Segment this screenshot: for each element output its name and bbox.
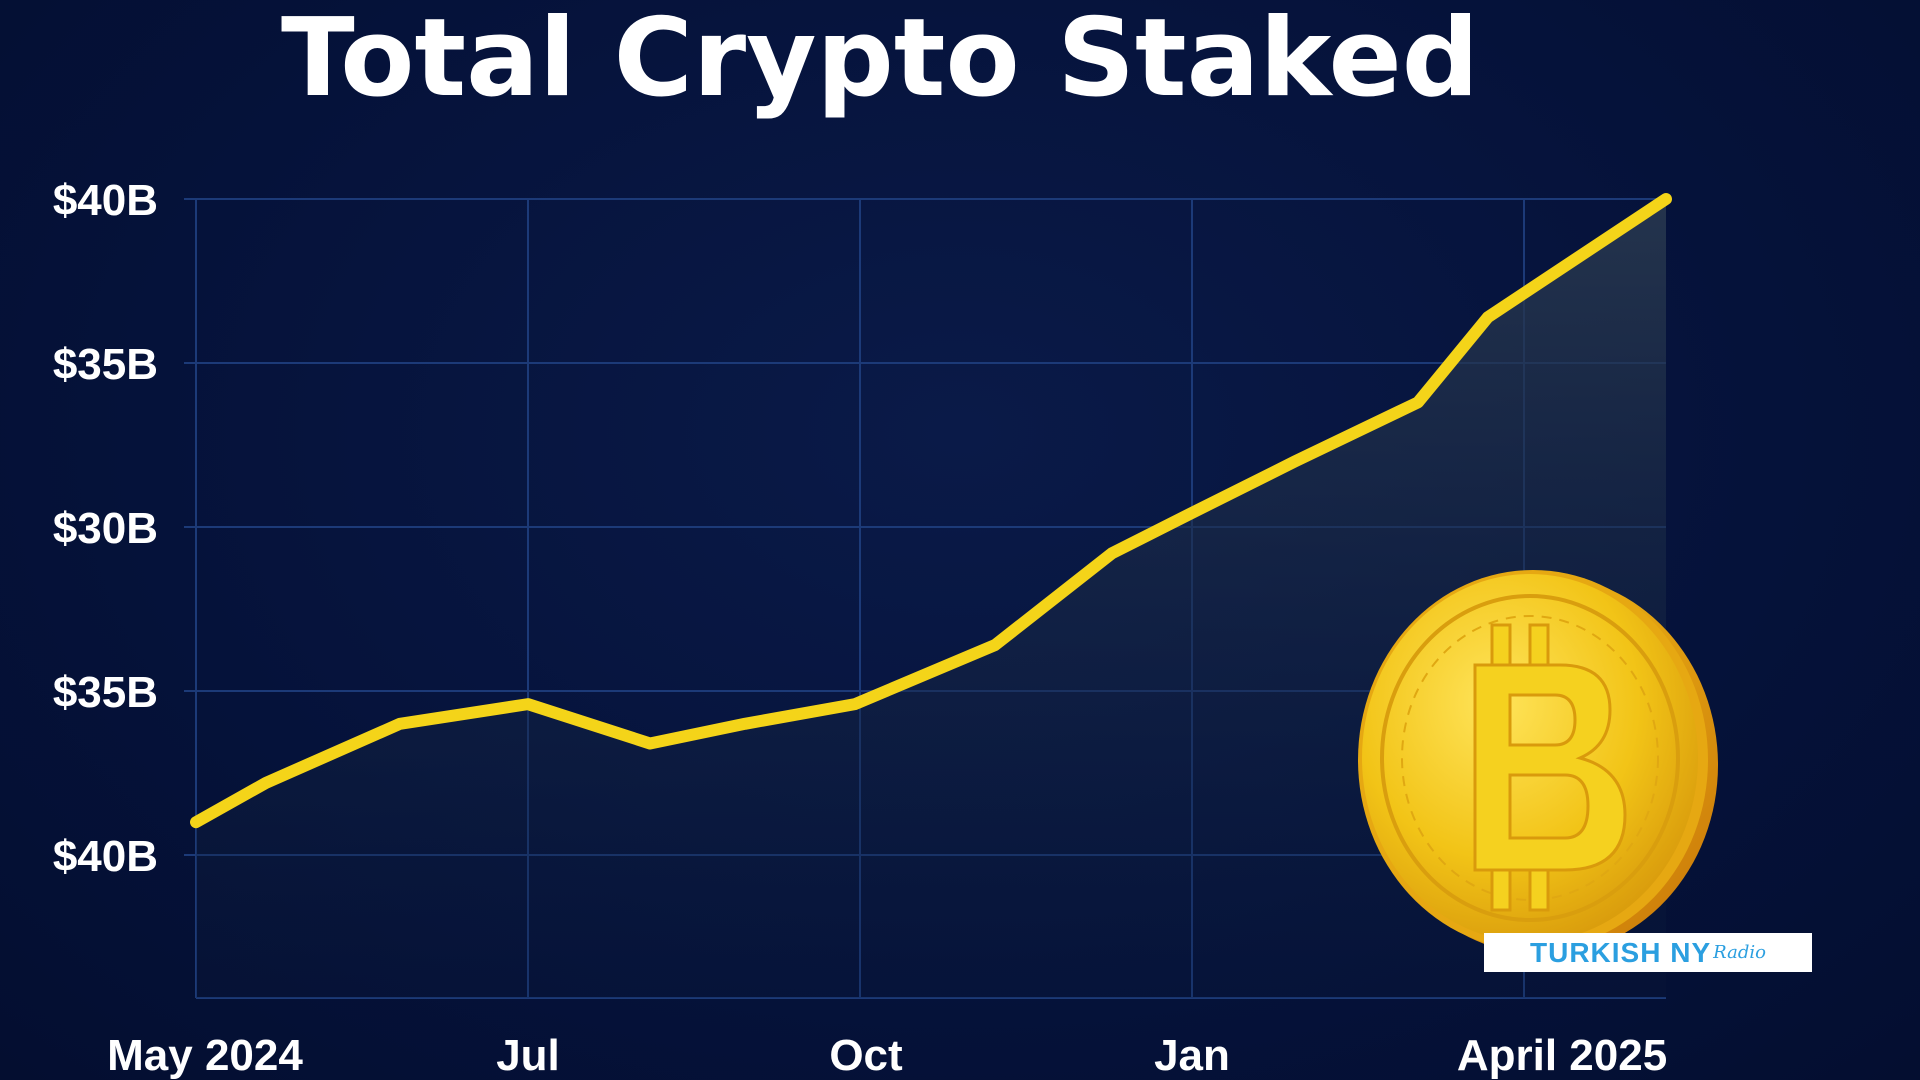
watermark-sub-text: Radio xyxy=(1713,942,1766,963)
x-tick-label: April 2025 xyxy=(1457,1031,1667,1080)
y-axis-ticks: $40B $35B $30B $35B $40B xyxy=(53,176,158,881)
chart-title: Total Crypto Staked xyxy=(281,0,1479,121)
data-point xyxy=(1665,198,1667,200)
data-point xyxy=(994,644,996,646)
x-tick-label: Jan xyxy=(1154,1031,1230,1080)
data-point xyxy=(265,782,267,784)
x-axis-ticks: May 2024 Jul Oct Jan April 2025 xyxy=(107,1031,1667,1080)
series-line xyxy=(190,193,1672,829)
y-tick-label: $30B xyxy=(53,504,158,553)
area-fill xyxy=(196,199,1666,998)
x-tick-label: May 2024 xyxy=(107,1031,303,1080)
area-path xyxy=(196,199,1666,998)
x-tick-label: Oct xyxy=(829,1031,903,1080)
watermark-logo: TURKISH NY Radio xyxy=(1484,933,1812,972)
y-tick-label: $35B xyxy=(53,668,158,717)
data-point xyxy=(854,703,856,705)
data-point xyxy=(1417,401,1419,403)
series-line-group xyxy=(190,193,1672,829)
watermark-main-text: TURKISH NY xyxy=(1530,936,1712,968)
data-point xyxy=(744,723,746,725)
y-tick-label: $40B xyxy=(53,176,158,225)
x-tick-label: Jul xyxy=(496,1031,560,1080)
bitcoin-coin-icon xyxy=(1358,570,1718,955)
data-point xyxy=(399,723,401,725)
data-point xyxy=(1111,552,1113,554)
y-tick-label: $40B xyxy=(53,832,158,881)
y-tick-label: $35B xyxy=(53,340,158,389)
data-point xyxy=(1487,316,1489,318)
data-point xyxy=(195,821,197,823)
data-point xyxy=(1294,460,1296,462)
data-point xyxy=(527,703,529,705)
data-point xyxy=(1189,513,1191,515)
data-point xyxy=(649,742,651,744)
